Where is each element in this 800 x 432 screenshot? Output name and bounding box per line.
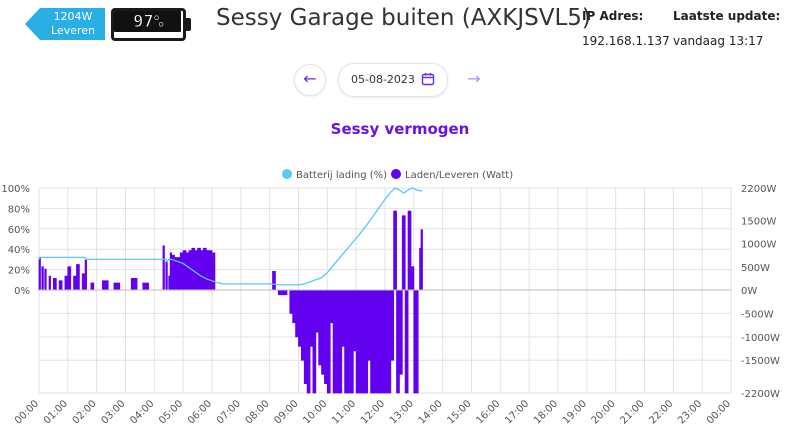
y-left-tick-label: 20% [8, 266, 30, 277]
x-tick-label: 12:00 [359, 398, 387, 426]
x-tick-label: 22:00 [647, 398, 675, 426]
x-tick-label: 16:00 [474, 398, 502, 426]
page-title: Sessy Garage buiten (AXKJSVL5) [216, 5, 591, 31]
x-tick-label: 13:00 [388, 398, 416, 426]
x-tick-label: 03:00 [99, 398, 127, 426]
x-tick-label: 07:00 [215, 398, 243, 426]
power-value: 1204W [53, 10, 93, 23]
chart-plot-area [38, 187, 731, 394]
y-right-tick-label: 500W [741, 263, 770, 274]
y-left-tick-label: 40% [8, 245, 30, 256]
x-tick-label: 11:00 [330, 398, 358, 426]
date-picker[interactable]: 05-08-2023 [338, 63, 448, 97]
x-tick-label: 15:00 [445, 398, 473, 426]
x-tick-label: 19:00 [561, 398, 589, 426]
power-mode: Leveren [51, 24, 95, 37]
legend-label-power: Laden/Leveren (Watt) [405, 170, 513, 181]
battery-percent: 97% [133, 12, 165, 33]
x-tick-label: 06:00 [186, 398, 214, 426]
x-tick-label: 04:00 [128, 398, 156, 426]
x-tick-label: 00:00 [705, 398, 733, 426]
y-right-tick-label: -1000W [741, 333, 780, 344]
x-axis: 00:00 01:00 02:00 03:00 04:00 05:00 06:00 07:00… [13, 398, 733, 426]
power-tag-shape [25, 8, 105, 40]
update-label: Laatste update: [673, 9, 781, 23]
y-axis-left: 100% 80% 60% 40% 20% 0% [1, 184, 30, 297]
x-tick-label: 17:00 [503, 398, 531, 426]
y-right-tick-label: 1500W [741, 216, 776, 227]
y-left-tick-label: 100% [1, 184, 30, 195]
power-chart: Batterij lading (%) Laden/Leveren (Watt) … [1, 169, 780, 427]
ip-info: IP Adres: 192.168.1.137 [582, 9, 670, 48]
legend-swatch-power [391, 169, 401, 179]
y-left-tick-label: 80% [8, 204, 30, 215]
arrow-left-icon: ← [303, 69, 317, 88]
x-tick-label: 01:00 [42, 398, 70, 426]
y-right-tick-label: -500W [741, 309, 774, 320]
y-right-tick-label: 0W [741, 286, 757, 297]
legend-swatch-battery [282, 169, 292, 179]
update-value: vandaag 13:17 [673, 34, 764, 48]
x-tick-label: 09:00 [272, 398, 300, 426]
calendar-icon[interactable] [421, 72, 435, 86]
update-info: Laatste update: vandaag 13:17 [673, 9, 780, 48]
battery-indicator: 97% [111, 8, 191, 41]
x-tick-label: 21:00 [618, 398, 646, 426]
series-battery-line [38, 187, 423, 286]
x-tick-label: 18:00 [532, 398, 560, 426]
x-tick-label: 05:00 [157, 398, 185, 426]
y-right-tick-label: 2200W [741, 184, 776, 195]
y-right-tick-label: -2200W [741, 389, 780, 400]
battery-terminal [186, 18, 191, 31]
x-tick-label: 23:00 [676, 398, 704, 426]
y-axis-right: 2200W 1500W 1000W 500W 0W -500W -1000W -1500W -2… [741, 184, 780, 400]
x-tick-label: 20:00 [590, 398, 618, 426]
x-tick-label: 00:00 [13, 398, 41, 426]
ip-value: 192.168.1.137 [582, 34, 670, 48]
x-tick-label: 08:00 [244, 398, 272, 426]
power-status-badge: 1204W Leveren [25, 8, 105, 40]
series-power-area [38, 210, 423, 394]
x-tick-label: 10:00 [301, 398, 329, 426]
y-left-tick-label: 0% [14, 286, 30, 297]
arrow-right-icon: → [467, 69, 481, 88]
x-tick-label: 02:00 [71, 398, 99, 426]
date-value: 05-08-2023 [351, 73, 415, 86]
ip-label: IP Adres: [582, 9, 644, 23]
y-left-tick-label: 60% [8, 225, 30, 236]
next-day-button[interactable]: → [458, 64, 490, 96]
legend-label-battery: Batterij lading (%) [296, 170, 387, 181]
previous-day-button[interactable]: ← [294, 64, 326, 96]
y-right-tick-label: 1000W [741, 240, 776, 251]
chart-title: Sessy vermogen [330, 120, 470, 138]
chart-legend[interactable]: Batterij lading (%) Laden/Leveren (Watt) [282, 169, 513, 181]
battery-fill [114, 11, 181, 32]
y-right-tick-label: -1500W [741, 356, 780, 367]
x-tick-label: 14:00 [417, 398, 445, 426]
